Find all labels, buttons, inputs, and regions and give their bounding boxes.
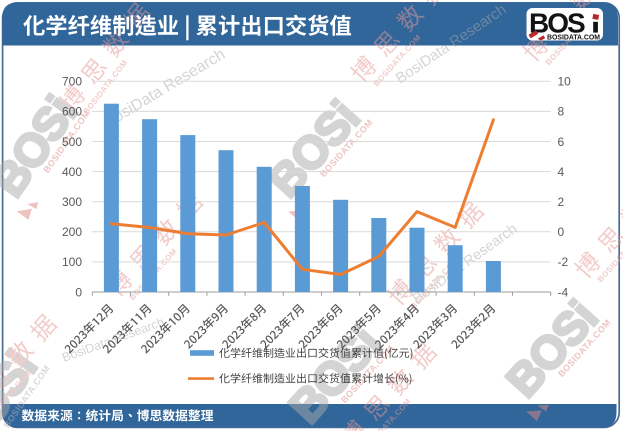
svg-text:-4: -4 (558, 285, 569, 299)
svg-text:300: 300 (62, 195, 82, 209)
svg-text:100: 100 (62, 255, 82, 269)
svg-text:-2: -2 (558, 255, 569, 269)
svg-text:600: 600 (62, 105, 82, 119)
svg-text:0: 0 (75, 285, 82, 299)
svg-text:10: 10 (558, 75, 572, 89)
svg-text:200: 200 (62, 225, 82, 239)
svg-text:6: 6 (558, 135, 565, 149)
svg-text:2: 2 (558, 195, 565, 209)
svg-text:8: 8 (558, 105, 565, 119)
svg-text:500: 500 (62, 135, 82, 149)
svg-text:700: 700 (62, 75, 82, 89)
svg-text:0: 0 (558, 225, 565, 239)
svg-text:400: 400 (62, 165, 82, 179)
svg-text:4: 4 (558, 165, 565, 179)
svg-text:BOSIDATA.COM: BOSIDATA.COM (547, 34, 600, 41)
svg-text:BOS: BOS (529, 8, 585, 39)
